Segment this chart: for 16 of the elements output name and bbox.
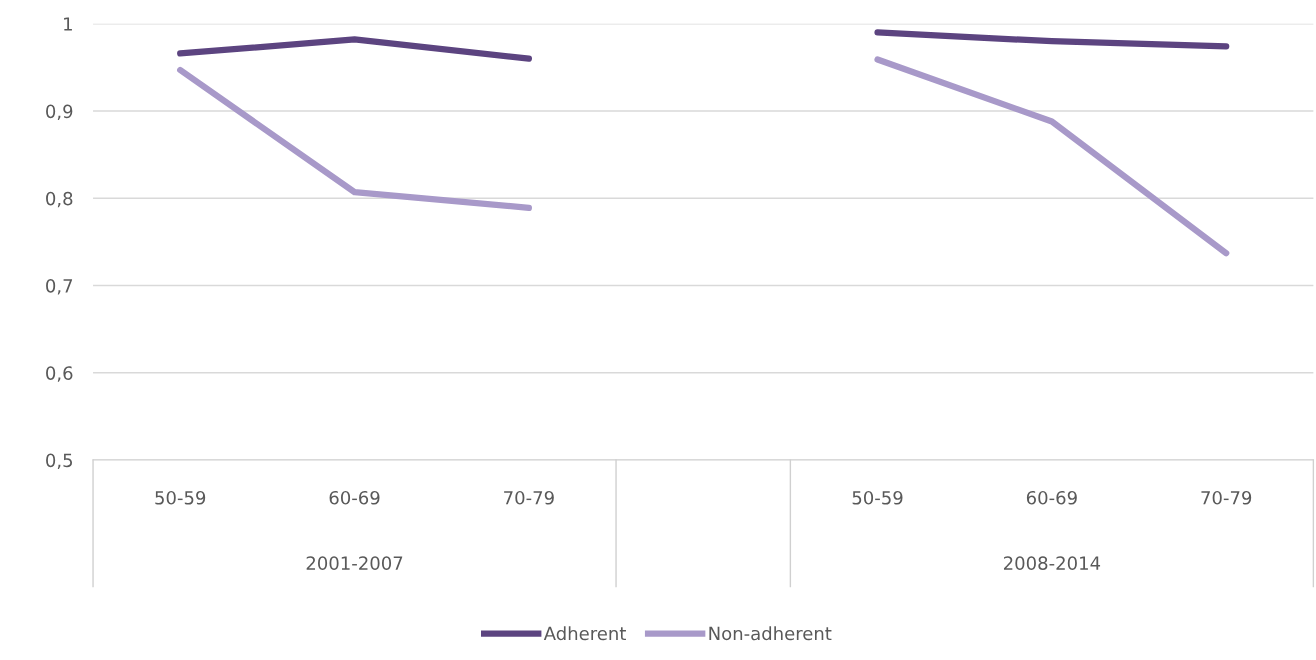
x-tick-label: 70-79	[504, 490, 554, 505]
y-tick-label: 0,8	[46, 191, 73, 208]
legend-label: Adherent	[543, 626, 626, 641]
y-tick-label: 1	[64, 17, 72, 31]
y-tick-label: 0,5	[46, 453, 73, 469]
x-tick-label: 50-59	[852, 490, 903, 505]
x-tick-label: 50-59	[155, 490, 206, 505]
y-tick-label: 0,7	[46, 278, 73, 295]
y-tick-label: 0,9	[46, 104, 73, 120]
text: 2001-2007	[306, 556, 403, 570]
x-tick-label: 60-69	[1026, 490, 1077, 505]
x-tick-label: 60-69	[329, 490, 380, 505]
legend-label: Non-adherent	[709, 626, 832, 641]
x-tick-label: 70-79	[1201, 490, 1252, 505]
text: 2008-2014	[1003, 556, 1101, 570]
y-tick-label: 0,6	[46, 366, 73, 382]
